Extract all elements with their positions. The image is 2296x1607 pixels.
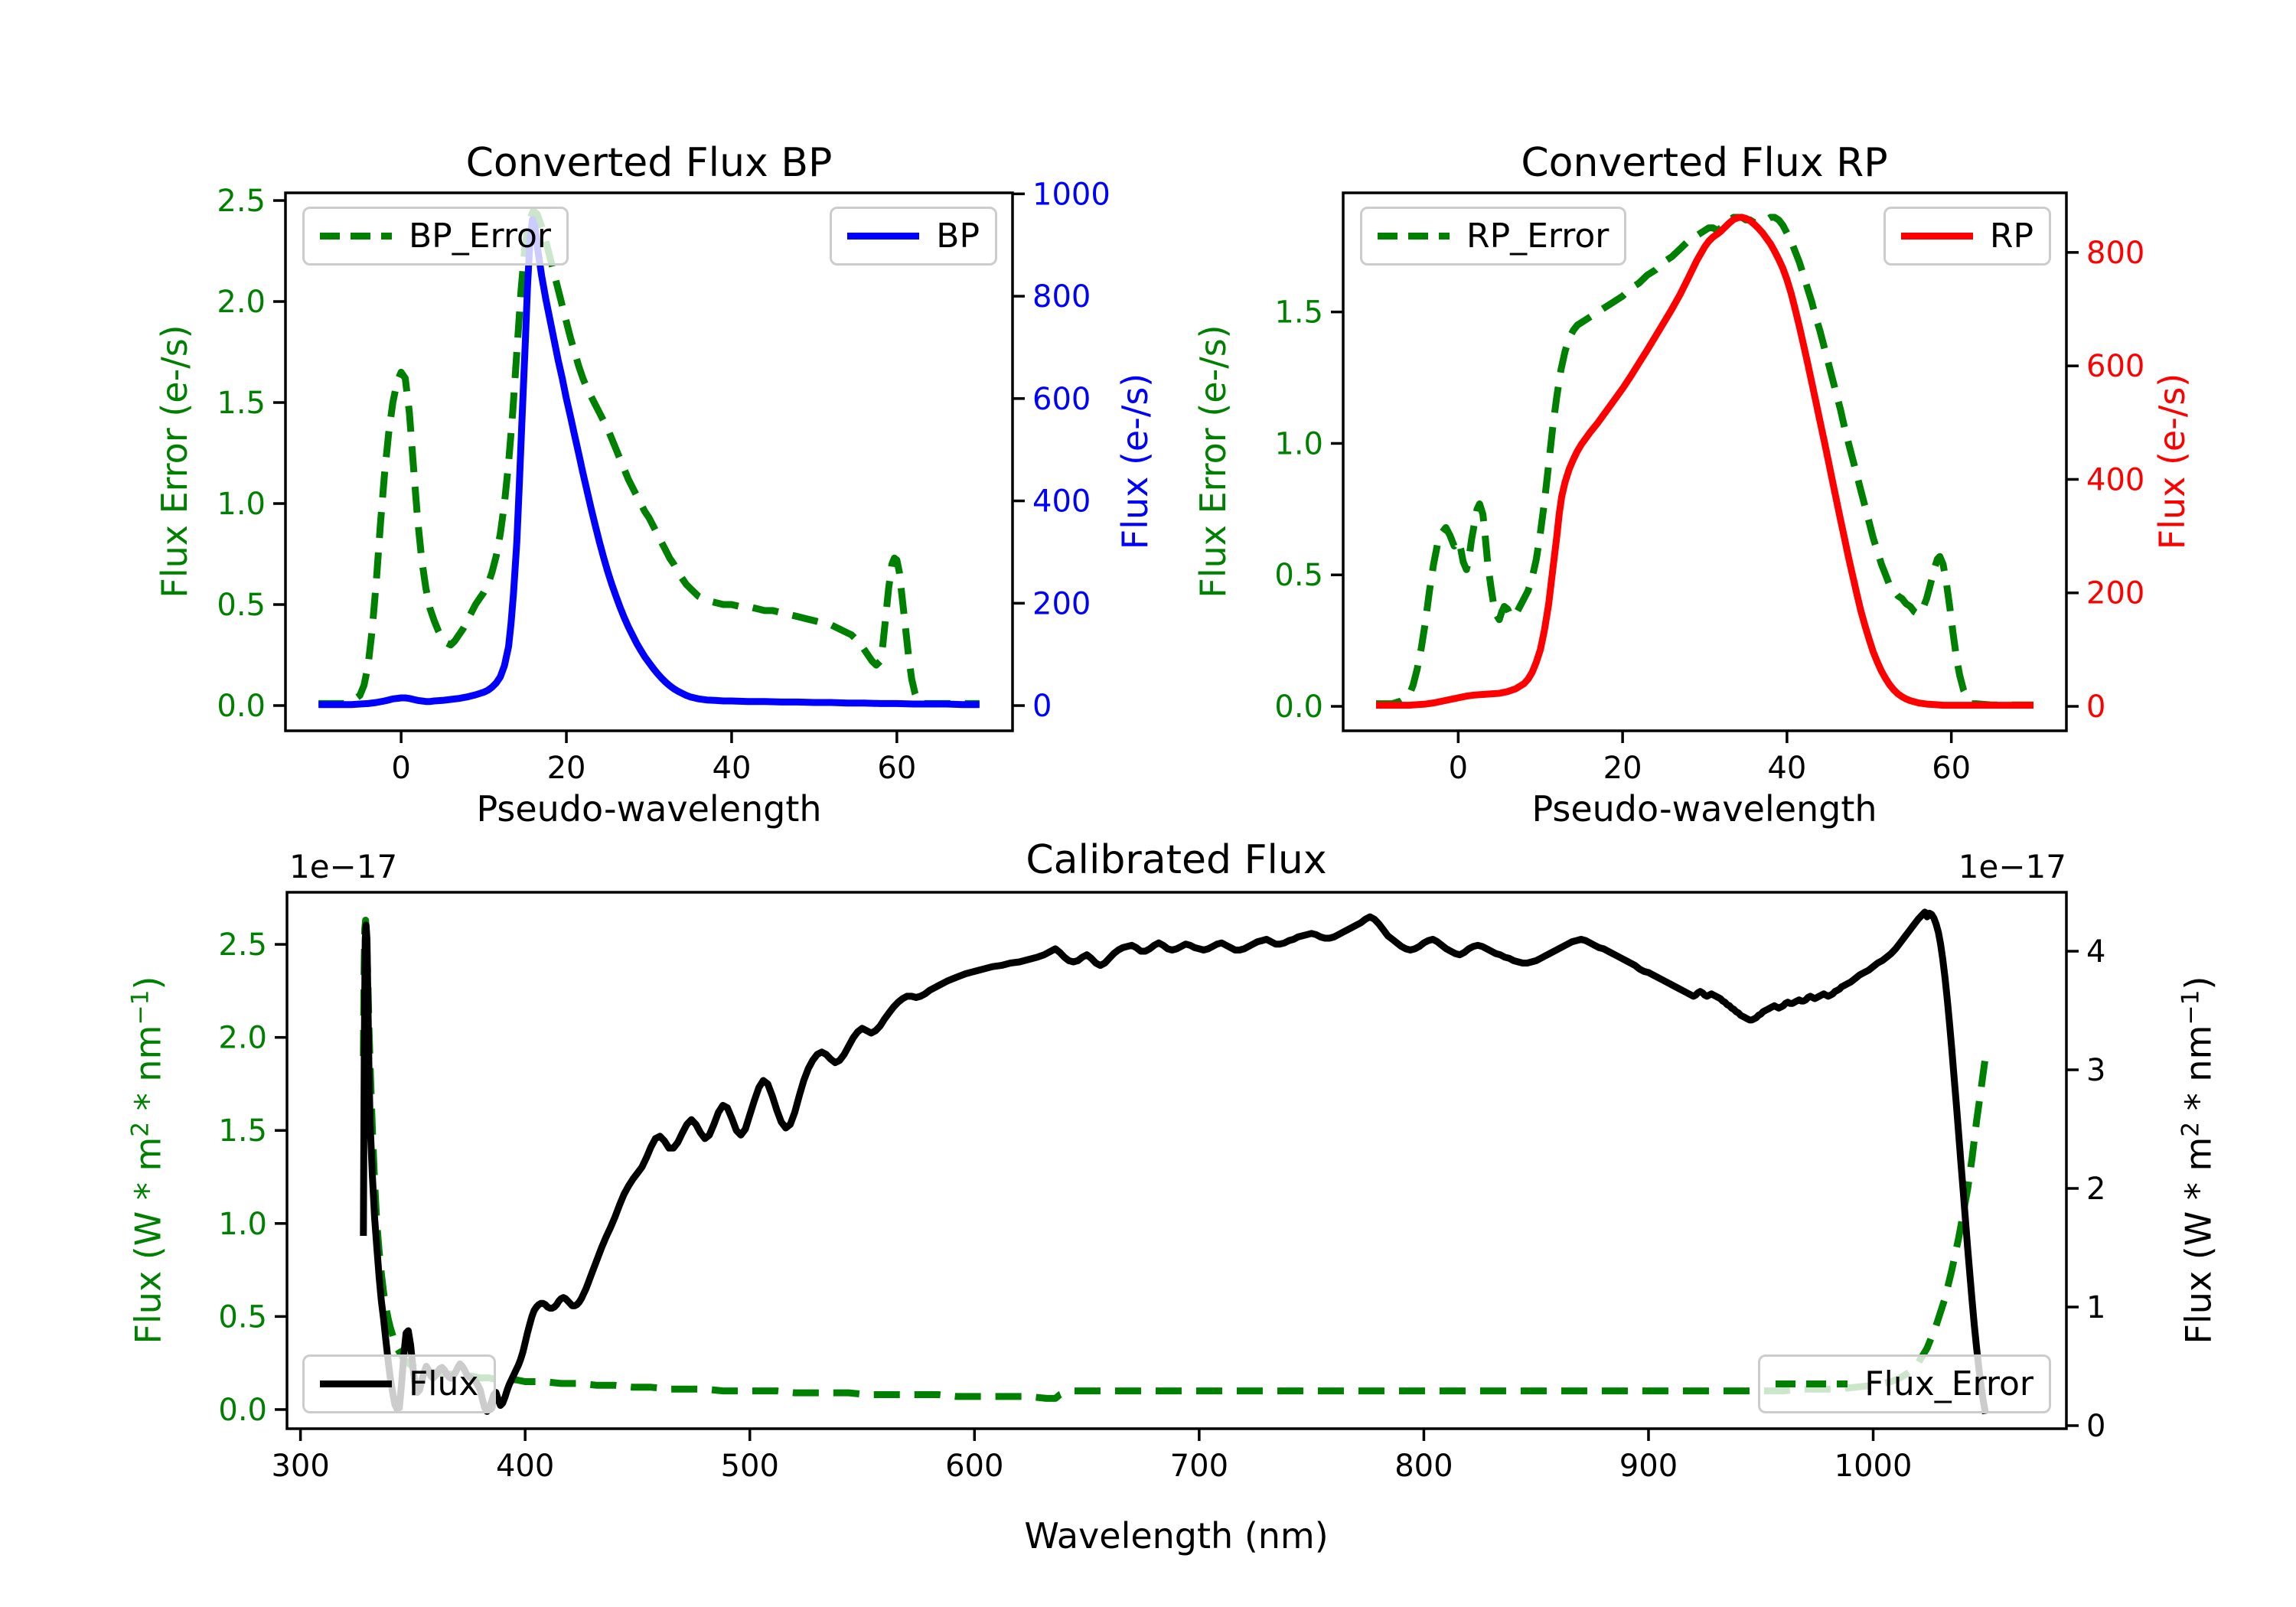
bp-left-yaxis-label: Flux Error (e-/s) — [154, 324, 195, 598]
legend-label: BP_Error — [409, 217, 551, 256]
y-tick-label-left: 1.0 — [218, 1207, 267, 1242]
legend-label: RP_Error — [1466, 217, 1609, 256]
bp-legend: BP — [830, 207, 997, 266]
series-BP — [318, 216, 980, 709]
x-tick-label: 0 — [391, 751, 410, 786]
legend-label: Flux_Error — [1864, 1364, 2033, 1403]
x-tick-label: 60 — [877, 751, 916, 786]
x-tick-label: 1000 — [1835, 1449, 1913, 1484]
y-tick-label-left: 0.0 — [1274, 689, 1323, 725]
flux-error-legend: Flux_Error — [1758, 1354, 2051, 1413]
y-tick-label-right: 600 — [1032, 382, 1091, 417]
rp-plot-area: 0 20 40 60 0.0 0.5 1.0 1.5 0 200 400 600 800 — [1274, 191, 2144, 786]
solid-line-icon — [847, 233, 920, 240]
rp-legend: RP — [1883, 207, 2051, 266]
x-tick-label: 40 — [1767, 751, 1806, 786]
x-tick-label: 500 — [721, 1449, 779, 1484]
y-tick-label-right: 2 — [2086, 1172, 2105, 1207]
y-tick-label-right: 400 — [1032, 484, 1091, 520]
left-scale-offset-text: 1e−17 — [289, 848, 398, 885]
x-tick-label: 40 — [713, 751, 752, 786]
x-tick-label: 20 — [1603, 751, 1642, 786]
rp-error-legend: RP_Error — [1360, 207, 1627, 266]
rp-right-yaxis-label: Flux (e-/s) — [2151, 373, 2193, 550]
x-tick-label: 400 — [496, 1449, 554, 1484]
series-RP — [1376, 214, 2033, 709]
legend-label: BP — [936, 217, 980, 256]
y-tick-label-left: 1.5 — [1274, 295, 1323, 331]
right-scale-offset-text: 1e−17 — [1958, 848, 2066, 885]
x-tick-label: 300 — [271, 1449, 329, 1484]
y-tick-label-left: 0.0 — [217, 689, 266, 724]
flux-legend: Flux — [302, 1354, 497, 1413]
series-RP_Error — [1376, 214, 2033, 709]
dashed-line-icon — [320, 233, 392, 240]
x-tick-label: 600 — [945, 1449, 1003, 1484]
series-Flux — [360, 908, 1989, 1415]
y-tick-label-right: 400 — [2086, 462, 2144, 497]
y-tick-label-right: 200 — [2086, 576, 2144, 611]
y-tick-label-left: 0.5 — [1274, 558, 1323, 593]
y-tick-label-left: 1.5 — [218, 1113, 267, 1149]
rp-title: Converted Flux RP — [1521, 140, 1888, 186]
y-tick-label-left: 1.0 — [217, 487, 266, 522]
x-tick-label: 20 — [547, 751, 586, 786]
legend-label: RP — [1989, 217, 2033, 256]
calibrated-xaxis-label: Wavelength (nm) — [1024, 1515, 1329, 1556]
rp-xaxis-label: Pseudo-wavelength — [1531, 788, 1877, 830]
dashed-line-icon — [1378, 233, 1450, 240]
series-Flux_Error — [360, 917, 1989, 1402]
y-tick-label-left: 2.0 — [217, 285, 266, 320]
y-tick-label-right: 200 — [1032, 586, 1091, 621]
calibrated-left-yaxis-label: Flux (W * m2 * nm−1) — [126, 976, 169, 1345]
y-tick-label-left: 2.5 — [218, 927, 267, 963]
y-tick-label-right: 4 — [2086, 934, 2105, 970]
legend-label: Flux — [409, 1364, 479, 1403]
y-tick-label-right: 800 — [1032, 279, 1091, 315]
axes-frame — [284, 191, 1014, 732]
calibrated-right-yaxis-label: Flux (W * m2 * nm−1) — [2177, 976, 2219, 1345]
y-tick-label-right: 0 — [2086, 689, 2105, 725]
bp-error-legend: BP_Error — [302, 207, 569, 266]
axes-frame — [285, 891, 2068, 1430]
bp-xaxis-label: Pseudo-wavelength — [476, 788, 822, 830]
y-tick-label-left: 0.0 — [218, 1393, 267, 1428]
calibrated-title: Calibrated Flux — [1026, 837, 1327, 883]
axes-frame — [1342, 191, 2068, 732]
x-tick-label: 700 — [1170, 1449, 1228, 1484]
bp-plot-area: 0 20 40 60 0.0 0.5 1.0 1.5 2.0 2.5 0 200 400 600 800 10… — [217, 177, 1110, 786]
y-tick-label-left: 0.5 — [217, 588, 266, 623]
solid-line-icon — [1900, 233, 1973, 240]
y-tick-label-left: 0.5 — [218, 1299, 267, 1335]
dashed-line-icon — [1776, 1380, 1848, 1387]
y-tick-label-left: 1.5 — [217, 386, 266, 421]
y-tick-label-right: 800 — [2086, 236, 2144, 271]
y-tick-label-right: 600 — [2086, 349, 2144, 384]
bp-right-yaxis-label: Flux (e-/s) — [1114, 373, 1156, 550]
x-tick-label: 900 — [1619, 1449, 1678, 1484]
y-tick-label-right: 0 — [2086, 1409, 2105, 1444]
y-tick-label-right: 1000 — [1032, 177, 1110, 212]
rp-left-yaxis-label: Flux Error (e-/s) — [1192, 324, 1234, 598]
y-tick-label-left: 2.0 — [218, 1021, 267, 1056]
y-tick-label-right: 1 — [2086, 1290, 2105, 1325]
x-tick-label: 0 — [1449, 751, 1468, 786]
calibrated-plot-area: 300 400 500 600 700 800 900 1000 0.0 0.5 1.0 1.5 2.0… — [218, 891, 2105, 1484]
bp-title: Converted Flux BP — [465, 140, 833, 186]
series-BP_Error — [318, 207, 980, 707]
y-tick-label-right: 0 — [1032, 689, 1052, 724]
x-tick-label: 800 — [1394, 1449, 1453, 1484]
y-tick-label-right: 3 — [2086, 1053, 2105, 1088]
solid-line-icon — [320, 1380, 392, 1387]
x-tick-label: 60 — [1932, 751, 1971, 786]
y-tick-label-left: 1.0 — [1274, 426, 1323, 461]
y-tick-label-left: 2.5 — [217, 184, 266, 219]
